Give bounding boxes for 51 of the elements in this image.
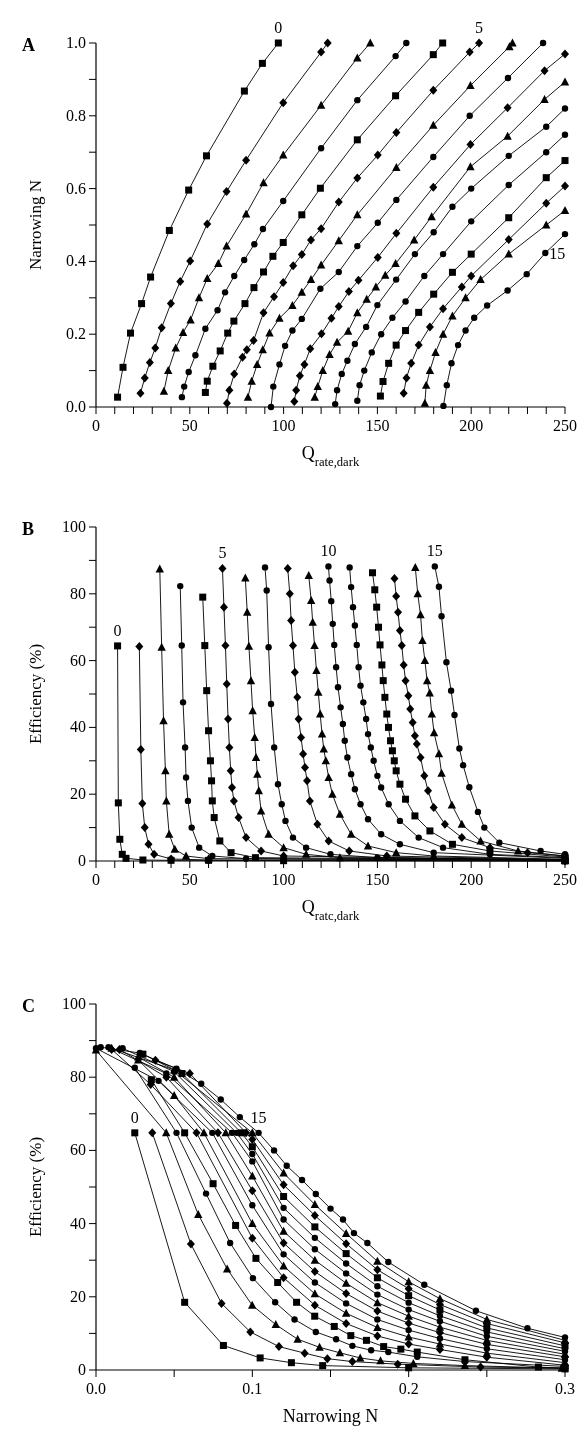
y-tick-label: 80	[70, 1068, 86, 1086]
x-axis-title: Q$_{rate,dark}$	[301, 443, 360, 469]
y-axis-title: Narrowing N	[26, 179, 45, 271]
y-tick-label: 60	[70, 651, 86, 669]
y-axis-title: Efficiency (%)	[26, 1136, 45, 1238]
y-tick-label: 20	[70, 785, 86, 803]
y-tick-label: 0.2	[66, 325, 86, 343]
annotation: 10	[320, 542, 337, 560]
x-tick-label: 0.3	[555, 1380, 575, 1397]
x-tick-label: 0.2	[398, 1380, 419, 1397]
y-tick-label: 40	[70, 1214, 86, 1232]
annotation: 5	[218, 544, 227, 562]
y-tick-label: 80	[70, 584, 86, 602]
y-tick-label: 0.6	[66, 179, 86, 197]
annotation: 5	[475, 19, 484, 36]
x-tick-label: 150	[365, 417, 390, 434]
y-axis-title: Efficiency (%)	[26, 643, 45, 745]
chart-title: C	[22, 996, 35, 1016]
x-tick-label: 250	[553, 871, 577, 888]
x-tick-label: 200	[459, 417, 484, 434]
x-tick-label: 150	[365, 871, 390, 888]
y-tick-label: 0	[78, 1361, 86, 1378]
annotation: 0	[113, 621, 122, 639]
x-tick-label: 50	[181, 871, 198, 888]
x-axis-title: Q$_{ratc,dark}$	[301, 897, 360, 923]
y-tick-label: 1.0	[66, 34, 86, 51]
y-tick-label: 20	[70, 1287, 86, 1305]
x-axis-title: Narrowing N	[282, 1406, 379, 1426]
annotation: 15	[549, 245, 566, 263]
x-tick-label: 50	[181, 417, 198, 434]
x-tick-label: 250	[553, 417, 577, 434]
annotation: 15	[426, 542, 443, 560]
annotation: 0	[274, 19, 283, 36]
annotation: 0	[130, 1108, 139, 1126]
chart-title: A	[22, 35, 35, 55]
y-tick-label: 100	[62, 518, 86, 535]
annotation: 15	[250, 1108, 267, 1126]
chart-title: B	[22, 519, 35, 539]
y-tick-label: 100	[62, 995, 86, 1012]
y-tick-label: 0.0	[66, 398, 86, 415]
y-tick-label: 0.8	[66, 106, 86, 124]
x-tick-label: 100	[271, 871, 296, 888]
x-tick-label: 200	[459, 871, 484, 888]
y-tick-label: 40	[70, 718, 86, 736]
x-tick-label: 0	[92, 417, 100, 434]
y-tick-label: 0	[78, 852, 86, 869]
x-tick-label: 0.1	[242, 1380, 263, 1397]
y-tick-label: 0.4	[66, 252, 86, 270]
x-tick-label: 100	[271, 417, 296, 434]
y-tick-label: 60	[70, 1141, 86, 1159]
x-tick-label: 0	[92, 871, 100, 888]
